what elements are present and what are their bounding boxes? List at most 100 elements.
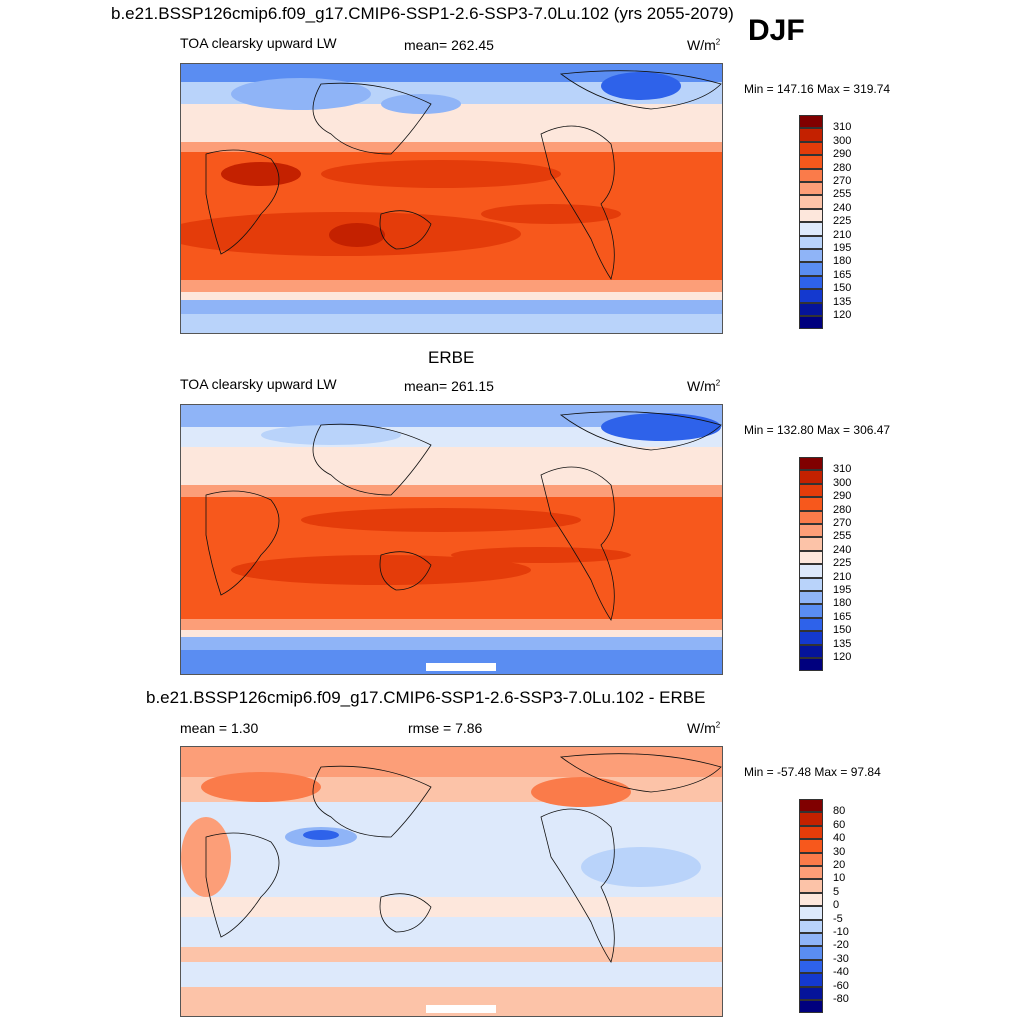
panel1-colorbar: 310 300 290 280 270 255 240 225 210 195 …: [799, 115, 851, 330]
panel3-colorbar: 80 60 40 30 20 10 5 0 -5 -10 -20 -30 -40…: [799, 799, 849, 1014]
panel2-swatch: [799, 631, 823, 645]
panel2-swatch: [799, 658, 823, 672]
panel2-colorbar-label: 240: [833, 543, 852, 556]
panel3-swatch: [799, 879, 823, 893]
panel3-swatch: [799, 839, 823, 853]
panel2-swatch: [799, 470, 823, 484]
panel3-map: [180, 746, 723, 1017]
panel3-colorbar-label: 5: [833, 885, 840, 898]
panel3-colorbar-label: 30: [833, 845, 846, 858]
panel2-colorbar-label: 310: [833, 463, 852, 476]
panel3-colorbar-label: 80: [833, 805, 846, 818]
panel1-swatch: [799, 316, 823, 330]
panel3-swatch: [799, 986, 823, 1000]
panel1-swatch: [799, 208, 823, 223]
panel3-colorbar-label: -80: [833, 993, 849, 1005]
panel3-swatch: [799, 852, 823, 866]
panel1-colorbar-label: 290: [833, 148, 852, 161]
panel2-colorbar-label: 255: [833, 530, 852, 543]
panel1-minmax: Min = 147.16 Max = 319.74: [744, 82, 891, 96]
panel2-colorbar-label: 165: [833, 610, 852, 623]
panel3-colorbar-label: -10: [833, 926, 849, 938]
panel3-colorbar-label: 0: [833, 899, 840, 912]
panel2-swatch: [799, 483, 823, 498]
panel3-colorbar-label: 40: [833, 832, 846, 845]
panel1-colorbar-label: 195: [833, 242, 852, 254]
panel1-colorbar-label: 225: [833, 215, 852, 228]
panel1-title: b.e21.BSSP126cmip6.f09_g17.CMIP6-SSP1-2.…: [111, 4, 734, 23]
panel2-swatch: [799, 604, 823, 618]
panel1-map: [180, 63, 723, 334]
panel1-colorbar-label: 120: [833, 309, 852, 321]
panel2-colorbar-label: 280: [833, 503, 852, 516]
panel1-colorbar-label: 150: [833, 282, 852, 295]
panel2-swatch: [799, 510, 823, 524]
panel1-swatch: [799, 222, 823, 236]
panel1-colorbar-label: 280: [833, 161, 852, 174]
panel2-swatch: [799, 457, 823, 471]
panel1-colorbar-label: 255: [833, 188, 852, 201]
panel1-colorbar-label: 180: [833, 255, 852, 268]
panel3-swatch: [799, 825, 823, 840]
panel3-swatch: [799, 799, 823, 813]
panel1-swatch: [799, 262, 823, 276]
panel1-swatch: [799, 195, 823, 209]
panel1-colorbar-label: 300: [833, 134, 852, 147]
panel1-swatch: [799, 128, 823, 142]
panel2-colorbar-label: 195: [833, 584, 852, 596]
panel2-swatch: [799, 591, 823, 605]
panel1-swatch: [799, 235, 823, 249]
panel2-variable-label: TOA clearsky upward LW: [180, 376, 337, 392]
panel1-swatch: [799, 289, 823, 303]
panel2-colorbar-label: 270: [833, 517, 852, 529]
panel3-swatch: [799, 866, 823, 880]
panel2-mean-label: mean= 261.15: [404, 378, 494, 394]
panel2-colorbar-label: 135: [833, 637, 852, 650]
panel1-colorbar-label: 310: [833, 121, 852, 134]
panel3-swatch: [799, 1000, 823, 1014]
panel2-swatch: [799, 564, 823, 578]
panel1-colorbar-label: 270: [833, 175, 852, 187]
panel1-colorbar-label: 210: [833, 228, 852, 241]
panel3-colorbar-label: 20: [833, 859, 846, 871]
panel3-swatch: [799, 906, 823, 920]
panel3-swatch: [799, 959, 823, 974]
panel2-swatch: [799, 617, 823, 632]
season-label: DJF: [748, 14, 805, 47]
panel2-minmax: Min = 132.80 Max = 306.47: [744, 423, 891, 437]
panel3-colorbar-label: -60: [833, 979, 849, 992]
panel1-swatch: [799, 155, 823, 169]
panel1-swatch: [799, 249, 823, 263]
panel2-swatch: [799, 577, 823, 591]
panel2-units: W/m2: [687, 378, 721, 394]
panel2-colorbar-label: 210: [833, 570, 852, 583]
panel3-swatch: [799, 812, 823, 826]
panel3-colorbar-label: 10: [833, 872, 846, 885]
panel1-colorbar-label: 135: [833, 295, 852, 308]
panel3-swatch: [799, 933, 823, 947]
panel2-swatch: [799, 524, 823, 538]
panel2-colorbar-label: 290: [833, 490, 852, 503]
panel2-map: [180, 404, 723, 675]
panel3-swatch: [799, 892, 823, 907]
panel1-swatch: [799, 182, 823, 196]
panel1-swatch: [799, 275, 823, 290]
panel3-rmse-label: rmse = 7.86: [408, 720, 483, 736]
panel3-colorbar-label: -30: [833, 952, 849, 965]
panel1-colorbar-label: 240: [833, 201, 852, 214]
panel2-colorbar-label: 180: [833, 597, 852, 610]
panel3-swatch: [799, 973, 823, 987]
panel1-mean-label: mean= 262.45: [404, 37, 494, 53]
panel2-swatch: [799, 550, 823, 565]
panel1-colorbar-label: 165: [833, 268, 852, 281]
panel1-swatch: [799, 141, 823, 156]
panel3-minmax: Min = -57.48 Max = 97.84: [744, 765, 881, 779]
panel2-colorbar-label: 150: [833, 624, 852, 637]
panel1-variable-label: TOA clearsky upward LW: [180, 35, 337, 51]
panel2-colorbar-label: 120: [833, 651, 852, 663]
panel3-colorbar-label: -20: [833, 939, 849, 952]
panel2-swatch: [799, 537, 823, 551]
panel2-title: ERBE: [428, 348, 475, 367]
panel3-colorbar-label: -40: [833, 966, 849, 979]
panel2-colorbar-label: 225: [833, 557, 852, 570]
